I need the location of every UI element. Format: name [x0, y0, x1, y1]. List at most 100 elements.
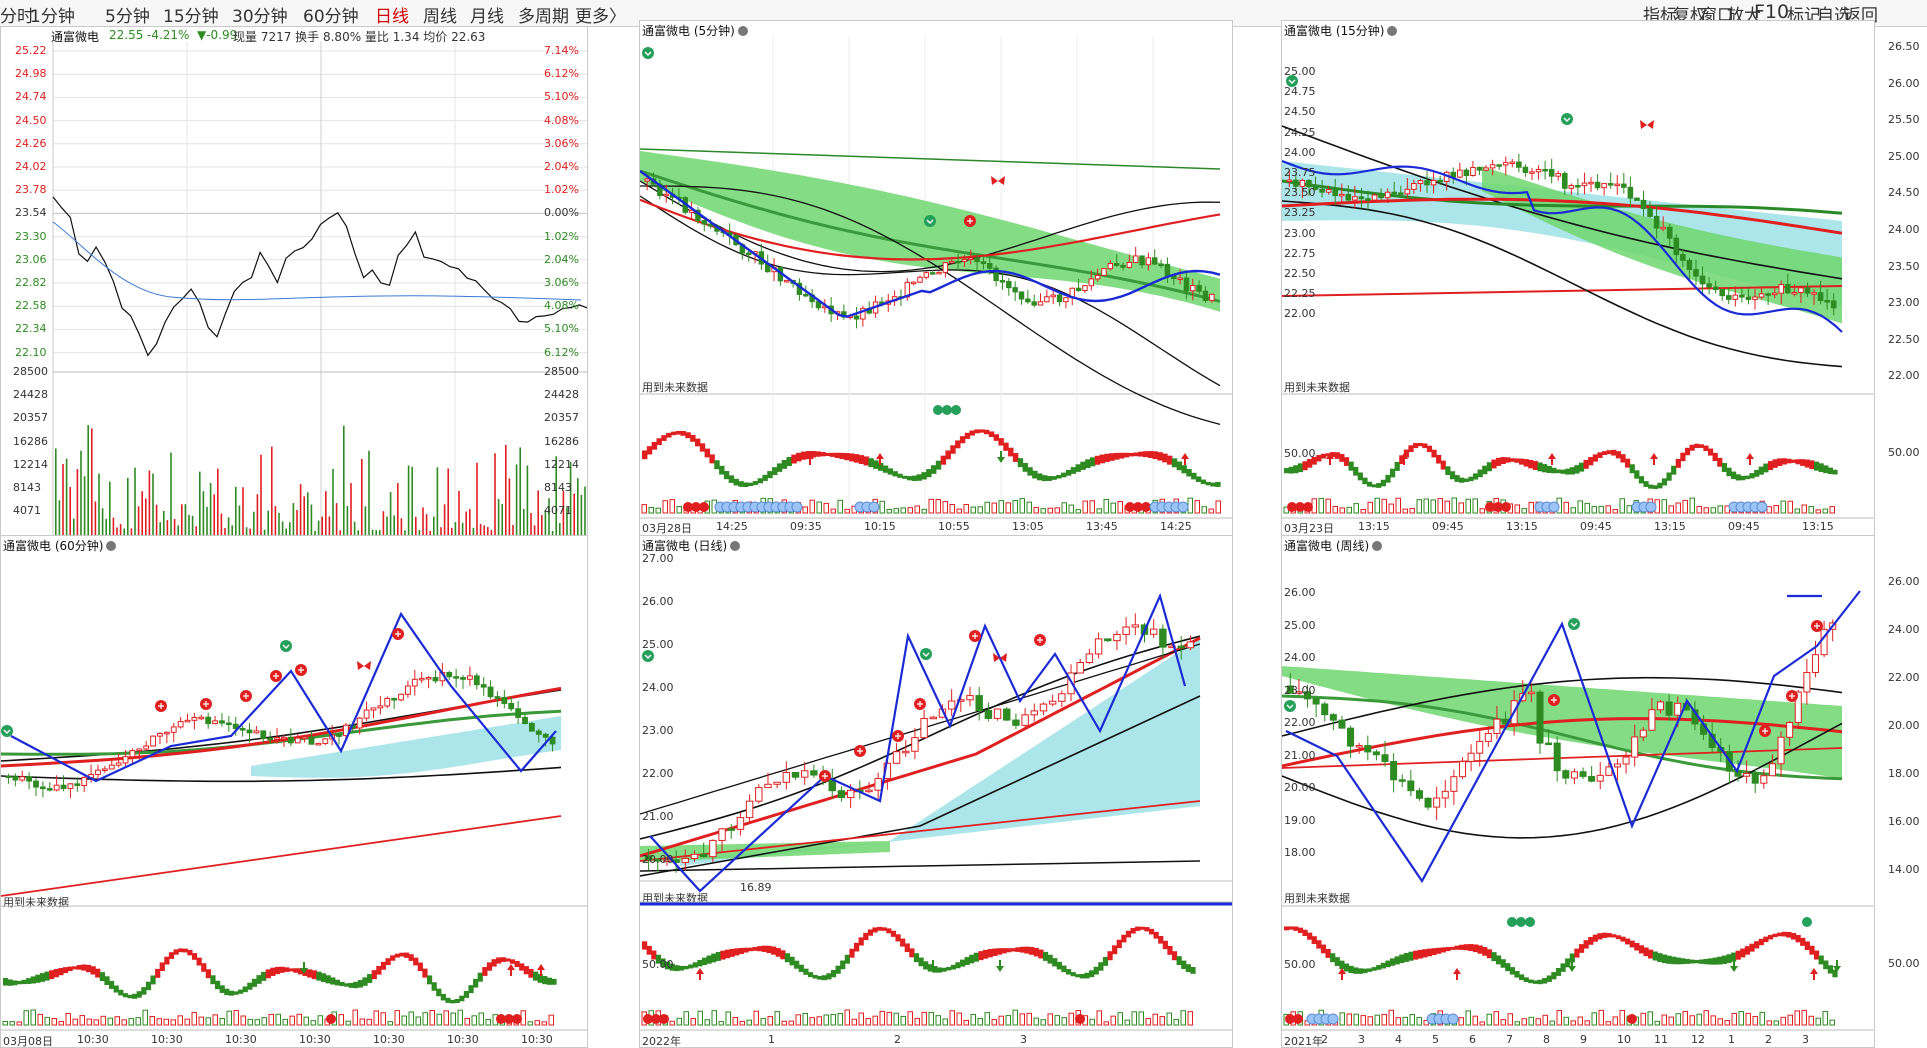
pct-tick: 3.06% — [544, 276, 579, 289]
volume-bar — [1145, 1018, 1151, 1026]
settings-icon[interactable] — [737, 26, 748, 36]
sell-signal-icon — [642, 47, 654, 59]
volume-bar — [1416, 1017, 1422, 1026]
oscillator-bar — [767, 471, 773, 479]
daily-chart — [640, 592, 1232, 1031]
oscillator-bar — [941, 967, 947, 972]
oscillator-bar — [1620, 454, 1626, 463]
volume-bar — [114, 1016, 120, 1026]
oscillator-bar — [872, 927, 878, 933]
oscillator-bar — [422, 968, 428, 978]
volume-bar — [1180, 1010, 1186, 1026]
intraday-panel[interactable]: 通富微电 22.55 -4.21% ▼-0.99 现量 7217 换手 8.80… — [0, 26, 588, 538]
bollinger-lower — [640, 195, 1221, 387]
m5-panel[interactable]: 通富微电 (5分钟) 用到未来数据 03月28日 14:25 09:35 10:15 1… — [639, 20, 1233, 537]
volume-bar — [205, 1017, 211, 1026]
price-tick: 20.00 — [1888, 719, 1920, 732]
oscillator-bar — [678, 965, 685, 971]
candle-body — [1085, 653, 1094, 663]
candle-body — [727, 828, 735, 831]
time-tick: 03月08日 — [3, 1035, 53, 1048]
m60-panel[interactable]: 通富微电 (60分钟) 用到未来数据 03月08日 10:30 10:30 10:30… — [0, 535, 588, 1048]
volume-bar — [245, 527, 248, 535]
pct-tick: 5.10% — [544, 90, 579, 104]
oscillator-bar — [196, 957, 202, 966]
toolbar-button[interactable]: F10 — [1754, 1, 1790, 23]
oscillator-bar — [810, 450, 816, 458]
settings-icon[interactable] — [1372, 541, 1383, 551]
volume-bar — [1388, 503, 1394, 514]
time-tick: 6 — [1469, 1033, 1476, 1046]
candle-body — [1673, 237, 1680, 256]
volume-bar — [206, 506, 208, 535]
volume-bar — [1675, 502, 1681, 514]
volume-bar — [1208, 508, 1214, 514]
m15-panel[interactable]: 通富微电 (15分钟) 用到未来数据 25.00 24.75 24.50 24.25 2… — [1281, 20, 1875, 537]
oscillator-bar — [1079, 974, 1085, 979]
weekly-panel[interactable]: 通富微电 (周线) 用到未来数据 26.00 25.00 24.00 23.00 22.… — [1281, 535, 1875, 1048]
candle-body — [966, 695, 974, 701]
period-tab[interactable]: 月线 — [470, 7, 504, 27]
period-tab[interactable]: 更多〉 — [575, 7, 626, 27]
oscillator-bar — [1033, 947, 1039, 957]
candle-body — [892, 751, 901, 764]
volume-bar — [30, 1009, 36, 1026]
oscillator-bar — [1468, 476, 1474, 482]
oscillator-bar — [362, 977, 368, 986]
oscillator-bar — [1519, 458, 1525, 465]
oscillator-bar — [1514, 458, 1520, 463]
oscillator-bar — [302, 968, 308, 976]
settings-icon[interactable] — [1387, 26, 1398, 36]
volume-bar — [429, 1009, 435, 1026]
period-tab[interactable]: 60分钟 — [303, 7, 359, 27]
time-tick: 13:45 — [1086, 520, 1118, 533]
volume-bar — [91, 428, 93, 535]
oscillator-bar — [1366, 481, 1373, 487]
volume-bar — [662, 500, 668, 514]
volume-bar — [440, 527, 442, 535]
oscillator-bar — [1316, 940, 1322, 949]
volume-bar — [422, 1012, 428, 1026]
volume-bar — [1159, 1016, 1165, 1026]
candle-body — [1312, 698, 1320, 705]
oscillator-bar — [1128, 452, 1134, 457]
buy-signal-glyph — [967, 218, 973, 224]
oscillator-bar — [661, 435, 667, 441]
period-tab[interactable]: 5分钟 — [105, 7, 150, 27]
red-signal-icon — [1133, 502, 1143, 512]
candle-body — [910, 281, 917, 285]
oscillator-bar — [1015, 947, 1021, 952]
candle-body — [1113, 263, 1120, 266]
price-tick: 23.00 — [642, 724, 674, 737]
oscillator-bar — [261, 971, 267, 981]
period-tab[interactable]: 30分钟 — [232, 7, 288, 27]
oscillator-bar — [26, 978, 32, 984]
volume-bar — [271, 446, 273, 535]
oscillator-bar — [1500, 959, 1506, 968]
candle-body — [473, 675, 480, 686]
period-tab[interactable]: 15分钟 — [163, 7, 219, 27]
volume-bar — [1598, 1009, 1604, 1026]
period-tab[interactable]: 日线 — [375, 7, 409, 27]
oscillator-bar — [279, 966, 285, 973]
cloud-signal-icon — [1327, 1013, 1339, 1025]
sell-signal-glyph — [3, 729, 11, 734]
period-tab[interactable]: 多周期 — [518, 7, 569, 27]
oscillator-bar — [1763, 936, 1769, 943]
settings-icon[interactable] — [730, 541, 741, 551]
period-tab[interactable]: 1分钟 — [30, 7, 75, 27]
oscillator-bar — [992, 948, 998, 956]
volume-bar — [1815, 1017, 1821, 1026]
volume-bar — [774, 1011, 780, 1026]
oscillator-bar — [1353, 466, 1359, 476]
daily-panel[interactable]: 通富微电 (日线) 用到未来数据 27.00 26.00 25.00 24.00 23.… — [639, 535, 1233, 1048]
settings-icon[interactable] — [106, 541, 117, 551]
volume-bar — [310, 504, 313, 535]
volume-bar — [1423, 498, 1429, 514]
oscillator-bar — [1440, 460, 1446, 470]
pct-tick: 2.04% — [544, 160, 579, 173]
volume-bar — [1808, 506, 1814, 514]
candle-body — [1126, 261, 1133, 268]
period-tab[interactable]: 分时 — [0, 7, 34, 27]
period-tab[interactable]: 周线 — [423, 7, 457, 27]
